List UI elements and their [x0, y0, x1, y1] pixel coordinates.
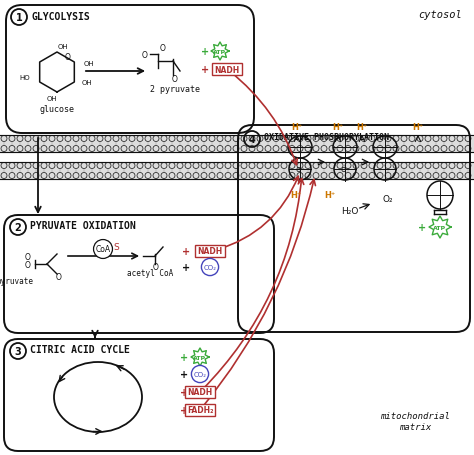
Text: pyruvate: pyruvate	[0, 277, 34, 286]
Text: +: +	[180, 405, 188, 415]
Text: HO: HO	[19, 75, 30, 81]
Text: acetyl CoA: acetyl CoA	[127, 269, 173, 278]
Text: O: O	[56, 272, 62, 281]
Text: H⁺: H⁺	[356, 123, 368, 132]
Text: PYRUVATE OXIDATION: PYRUVATE OXIDATION	[30, 221, 136, 231]
Text: ATP: ATP	[213, 50, 227, 55]
Text: OH: OH	[84, 61, 95, 67]
Text: ATP: ATP	[193, 355, 207, 360]
Text: CITRIC ACID CYCLE: CITRIC ACID CYCLE	[30, 344, 130, 354]
Text: O: O	[153, 263, 159, 272]
Text: +: +	[201, 65, 209, 75]
Text: O: O	[24, 253, 30, 262]
Text: cytosol: cytosol	[418, 10, 462, 20]
Text: +: +	[182, 247, 190, 257]
Text: H⁺: H⁺	[292, 123, 302, 132]
Text: H⁺: H⁺	[324, 190, 336, 199]
Polygon shape	[191, 348, 209, 366]
Text: e⁻: e⁻	[295, 165, 305, 174]
Text: 3: 3	[15, 346, 21, 356]
Text: NADH: NADH	[187, 388, 213, 397]
Text: +: +	[418, 222, 426, 233]
Text: H⁺: H⁺	[332, 123, 344, 132]
Text: +: +	[180, 369, 188, 379]
Text: OH: OH	[82, 80, 92, 86]
Text: O: O	[141, 51, 147, 59]
Text: FADH₂: FADH₂	[187, 405, 213, 415]
Text: mitochondrial
matrix: mitochondrial matrix	[380, 411, 450, 431]
Text: O: O	[24, 260, 30, 269]
Text: +: +	[180, 352, 188, 362]
Text: +: +	[201, 47, 209, 57]
Text: S: S	[113, 243, 119, 252]
Text: H₂O: H₂O	[341, 207, 359, 216]
Text: OXIDATIVE PHOSPHORYLATION: OXIDATIVE PHOSPHORYLATION	[264, 133, 389, 142]
Text: H⁺: H⁺	[412, 123, 424, 132]
Text: O: O	[65, 52, 71, 61]
Text: O₂: O₂	[383, 195, 393, 204]
Text: ATP: ATP	[433, 225, 447, 230]
Text: 1: 1	[16, 13, 22, 23]
Text: 4: 4	[249, 135, 255, 145]
Polygon shape	[429, 217, 451, 238]
Text: glucose: glucose	[39, 104, 74, 113]
Text: +: +	[182, 263, 190, 273]
Text: CoA: CoA	[95, 245, 110, 254]
Text: H⁺: H⁺	[291, 190, 301, 199]
Text: O: O	[160, 43, 166, 52]
Text: 2: 2	[15, 222, 21, 233]
Text: 2 pyruvate: 2 pyruvate	[150, 86, 200, 94]
Text: NADH: NADH	[197, 247, 223, 256]
Polygon shape	[211, 43, 229, 61]
Text: NADH: NADH	[214, 66, 240, 74]
Text: GLYCOLYSIS: GLYCOLYSIS	[31, 12, 90, 22]
Text: OH: OH	[46, 96, 57, 102]
Text: CO₂: CO₂	[203, 264, 217, 270]
Text: +: +	[180, 387, 188, 397]
Text: OH: OH	[58, 44, 68, 50]
Text: CO₂: CO₂	[193, 371, 207, 377]
Text: e⁻: e⁻	[340, 165, 350, 174]
Text: O: O	[172, 74, 178, 83]
